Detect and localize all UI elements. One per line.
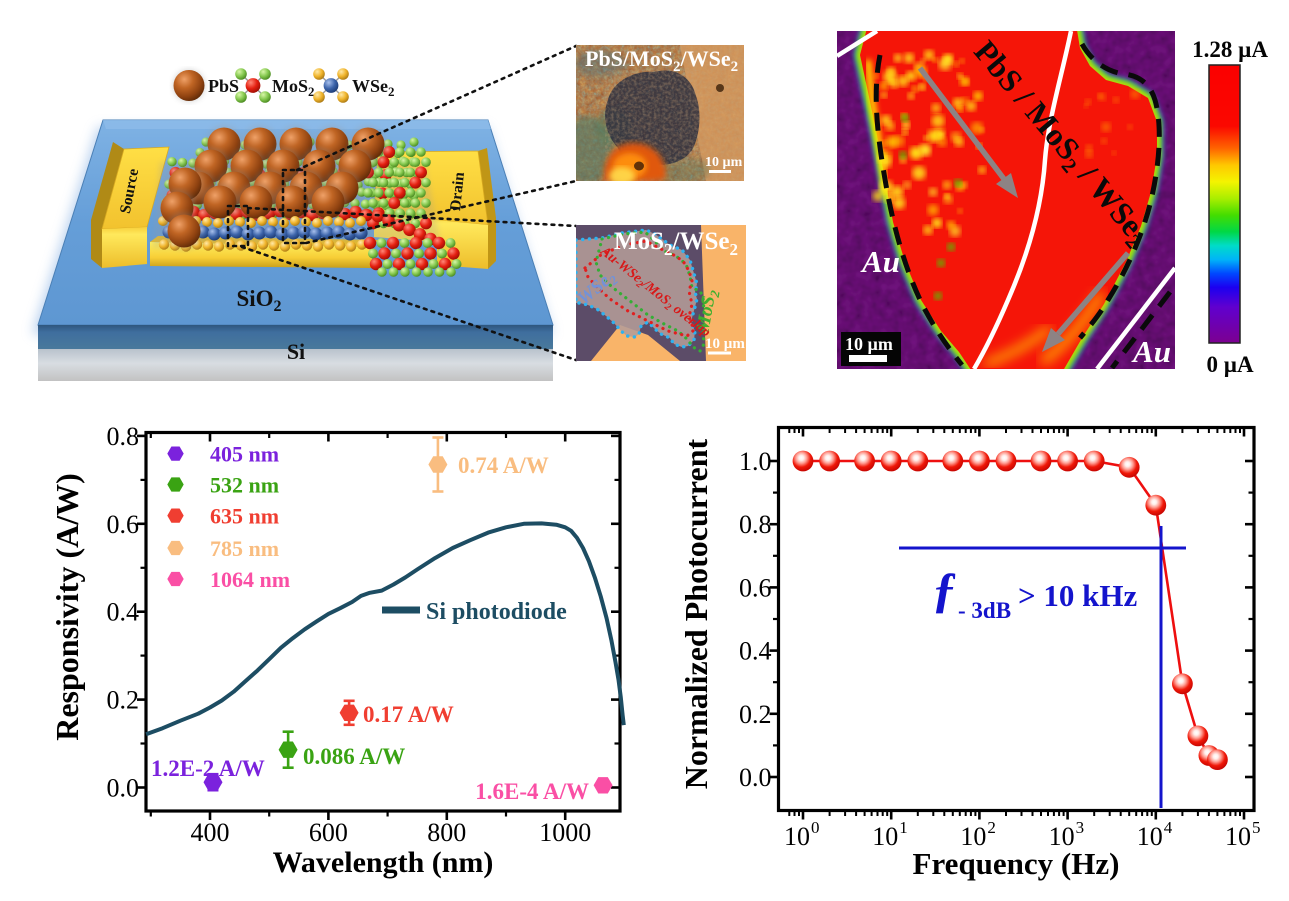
svg-text:0.4: 0.4 — [107, 598, 140, 627]
svg-text:0.8: 0.8 — [739, 510, 772, 539]
svg-text:0.6: 0.6 — [739, 573, 772, 602]
svg-text:Au: Au — [1131, 334, 1171, 369]
svg-text:0.2: 0.2 — [107, 686, 140, 715]
svg-text:0.17 A/W: 0.17 A/W — [363, 702, 454, 727]
svg-text:1.0: 1.0 — [739, 447, 772, 476]
svg-text:10: 10 — [1049, 822, 1075, 851]
svg-text:0.2: 0.2 — [739, 700, 772, 729]
svg-text:405 nm: 405 nm — [210, 442, 279, 467]
svg-text:0.0: 0.0 — [739, 763, 772, 792]
svg-text:0: 0 — [811, 818, 820, 837]
svg-text:10: 10 — [1225, 822, 1251, 851]
svg-text:635 nm: 635 nm — [210, 504, 279, 529]
svg-text:10 µm: 10 µm — [845, 334, 893, 354]
svg-text:3: 3 — [1076, 818, 1085, 837]
svg-text:MoS2: MoS2 — [272, 76, 315, 99]
svg-text:0.8: 0.8 — [107, 422, 140, 451]
svg-text:10 µm: 10 µm — [705, 336, 745, 352]
svg-text:5: 5 — [1252, 818, 1261, 837]
svg-text:0.74 A/W: 0.74 A/W — [458, 453, 549, 478]
svg-text:400: 400 — [191, 818, 230, 847]
svg-text:1.2E-2 A/W: 1.2E-2 A/W — [151, 756, 265, 781]
svg-text:ƒ: ƒ — [932, 561, 957, 617]
svg-text:0.086 A/W: 0.086 A/W — [303, 744, 405, 769]
svg-text:0.0: 0.0 — [107, 774, 140, 803]
svg-text:PbS: PbS — [208, 76, 239, 96]
svg-text:Responsivity (A/W): Responsivity (A/W) — [49, 473, 85, 741]
svg-text:0 µA: 0 µA — [1206, 352, 1254, 377]
svg-text:0.4: 0.4 — [739, 637, 772, 666]
svg-text:1.28 µA: 1.28 µA — [1192, 37, 1268, 62]
svg-text:1064 nm: 1064 nm — [210, 567, 290, 592]
svg-text:4: 4 — [1164, 818, 1173, 837]
svg-text:1000: 1000 — [539, 818, 591, 847]
svg-text:Si: Si — [287, 339, 305, 364]
svg-text:PbS/MoS2/WSe2: PbS/MoS2/WSe2 — [585, 46, 738, 75]
svg-text:0.6: 0.6 — [107, 510, 140, 539]
svg-text:600: 600 — [309, 818, 348, 847]
svg-text:Si photodiode: Si photodiode — [426, 599, 567, 625]
svg-text:Drain: Drain — [447, 171, 468, 212]
svg-text:1.6E-4 A/W: 1.6E-4 A/W — [475, 779, 589, 804]
svg-text:532 nm: 532 nm — [210, 473, 279, 498]
svg-text:WSe2: WSe2 — [352, 76, 395, 99]
svg-text:2: 2 — [987, 818, 996, 837]
svg-text:785 nm: 785 nm — [210, 536, 279, 561]
svg-text:Frequency (Hz): Frequency (Hz) — [913, 846, 1120, 881]
svg-text:MoS2/WSe2: MoS2/WSe2 — [614, 228, 738, 259]
svg-text:> 10 kHz: > 10 kHz — [1018, 578, 1138, 613]
svg-text:10: 10 — [1137, 822, 1163, 851]
svg-text:10: 10 — [784, 822, 810, 851]
svg-text:Wavelength (nm): Wavelength (nm) — [273, 846, 494, 879]
svg-text:Au: Au — [860, 244, 900, 279]
svg-text:800: 800 — [427, 818, 466, 847]
svg-text:10 µm: 10 µm — [705, 155, 743, 170]
svg-text:1: 1 — [899, 818, 908, 837]
svg-text:- 3dB: - 3dB — [958, 598, 1011, 623]
svg-text:10: 10 — [872, 822, 898, 851]
svg-text:Normalized Photocurrent: Normalized Photocurrent — [678, 438, 714, 789]
svg-text:10: 10 — [960, 822, 986, 851]
